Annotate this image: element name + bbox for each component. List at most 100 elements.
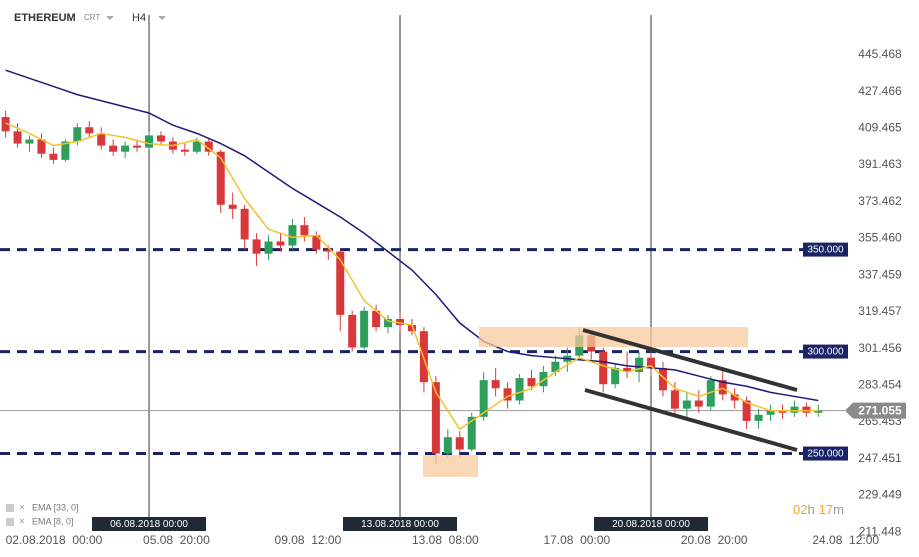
candle-body (802, 406, 811, 413)
candle-body (431, 382, 440, 454)
candle-body (694, 400, 703, 407)
candle-body (121, 145, 130, 152)
channel-line (582, 328, 798, 392)
overlay: 445.468 427.466 409.465 391.463 373.462 355.4… (6, 47, 906, 547)
candle-body (384, 318, 393, 328)
candle-body (180, 149, 189, 152)
dropdown-arrow[interactable] (106, 16, 114, 20)
x-tick-label: 24.08 12:00 (812, 533, 879, 547)
ema-line (5, 122, 819, 431)
candle-body (527, 378, 536, 387)
x-tick-label: 09.08 12:00 (275, 533, 342, 547)
countdown-part: m (833, 502, 844, 517)
candle-body (13, 131, 22, 144)
y-tick-label: 283.454 (858, 377, 902, 391)
candle-body (25, 139, 34, 144)
candle-body (1, 117, 10, 132)
candle-body (396, 318, 405, 326)
x-tick-label: 17.08 00:00 (543, 533, 610, 547)
candle-body (635, 357, 644, 372)
level-label: 300.000 (807, 347, 844, 358)
candle-body (467, 416, 476, 450)
candle-body (324, 249, 333, 252)
candle-body (718, 380, 727, 395)
candle-body (491, 380, 500, 389)
chart-type[interactable]: CRT (84, 13, 100, 22)
candle-body (599, 351, 608, 385)
level-label: 350.000 (807, 245, 844, 256)
level-box (803, 446, 848, 461)
candle-body (551, 361, 560, 372)
y-tick-label: 229.449 (858, 488, 902, 502)
dropdown-arrow[interactable] (158, 16, 166, 20)
timeframe[interactable]: H4 (132, 12, 146, 24)
date-marker-label: 06.08.2018 00:00 (110, 519, 188, 530)
y-tick-label: 427.466 (858, 84, 902, 98)
legend-close: × (19, 517, 25, 528)
candle-body (658, 367, 667, 391)
date-marker-label: 13.08.2018 00:00 (361, 519, 439, 530)
candle-body (145, 135, 154, 148)
legend-close: × (19, 503, 25, 514)
candle-body (754, 414, 763, 421)
candle-body (623, 367, 632, 372)
date-marker-box (92, 517, 207, 531)
candle-body (407, 325, 416, 332)
date-marker-label: 20.08.2018 00:00 (612, 519, 690, 530)
candle-body (85, 127, 94, 134)
y-tick-label: 247.451 (858, 451, 902, 465)
candle-body (778, 410, 787, 413)
candle-body (204, 141, 213, 152)
candle-body (228, 204, 237, 209)
candle-body (37, 139, 46, 154)
y-tick-label: 319.457 (858, 304, 902, 318)
last-price-label: 271.055 (858, 403, 902, 417)
candle-body (479, 380, 488, 417)
candle-body (97, 133, 106, 146)
countdown-part: h (807, 502, 814, 517)
y-tick-label: 445.468 (858, 47, 902, 61)
candle-body (264, 241, 273, 254)
ema-line (5, 69, 819, 402)
candle-body (49, 153, 58, 160)
level-label: 250.000 (807, 449, 844, 460)
support-zone (423, 455, 478, 477)
countdown: 02h 17m (793, 502, 844, 517)
candle-body (300, 225, 309, 236)
countdown-part: 17 (819, 502, 833, 517)
candle-body (372, 310, 381, 328)
candle-body (73, 127, 82, 142)
candle-body (133, 145, 142, 148)
x-tick-label: 20.08 20:00 (681, 533, 748, 547)
y-tick-label: 301.456 (858, 341, 902, 355)
candle-body (539, 371, 548, 387)
candle-body (288, 225, 297, 246)
symbol[interactable]: ETHEREUM (14, 12, 76, 24)
level-box (803, 344, 848, 359)
candle-body (742, 400, 751, 421)
date-marker-box (343, 517, 458, 531)
legend-label: EMA [33, 0] (32, 502, 79, 512)
candle-body (670, 390, 679, 409)
x-tick-label: 05.08 20:00 (143, 533, 210, 547)
y-tick-label: 211.448 (859, 524, 902, 538)
y-tick-label: 355.460 (858, 231, 902, 245)
candle-body (192, 141, 201, 152)
candle-body (348, 314, 357, 348)
candle-body (814, 410, 823, 413)
candle-body (682, 400, 691, 409)
candle-body (109, 145, 118, 152)
candle-body (730, 394, 739, 401)
y-tick-label: 373.462 (858, 194, 902, 208)
x-tick-label: 13.08 08:00 (412, 533, 479, 547)
candle-body (766, 410, 775, 415)
legend-swatch (6, 518, 14, 526)
candle-body (312, 235, 321, 250)
plot (0, 15, 845, 517)
x-tick-label: 02.08.2018 00:00 (6, 533, 103, 547)
candle-body (790, 406, 799, 413)
legend-label: EMA [8, 0] (32, 516, 74, 526)
candle-body (360, 310, 369, 348)
countdown-part: 02 (793, 502, 807, 517)
y-tick-label: 337.459 (858, 267, 902, 281)
